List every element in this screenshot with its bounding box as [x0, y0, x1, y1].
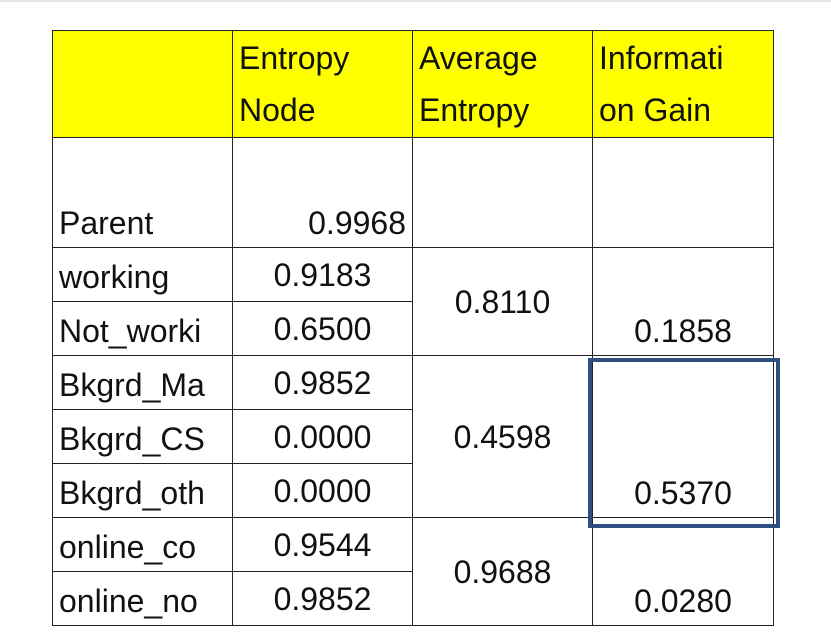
row: working 0.9183 0.8110 0.1858: [52, 247, 774, 356]
header-text: Entropy: [239, 40, 350, 76]
information-gain: 0.1858: [592, 247, 774, 356]
row-label: Bkgrd_oth: [52, 463, 233, 518]
row-label: online_co: [52, 517, 233, 572]
row-label: Parent: [52, 137, 233, 248]
entropy-node: 0.9968: [232, 137, 413, 248]
header-cell: Average Entropy: [412, 30, 593, 138]
entropy-node: 0.6500: [232, 301, 413, 356]
information-gain: 0.0280: [592, 517, 774, 626]
header-text: Node: [239, 92, 316, 128]
entropy-node: 0.9852: [232, 355, 413, 410]
row-label: Bkgrd_Ma: [52, 355, 233, 410]
average-entropy: 0.4598: [412, 355, 593, 518]
table-body: Entropy Node Average Entropy Informati on Gai…: [52, 30, 774, 626]
row-label: online_no: [52, 571, 233, 626]
row: online_co 0.9544 0.9688 0.0280: [52, 517, 774, 626]
header-text: Informati: [599, 40, 724, 76]
average-entropy: 0.9688: [412, 517, 593, 626]
entropy-node: 0.9544: [232, 517, 413, 572]
top-border: [0, 0, 831, 2]
row-label: Not_worki: [52, 301, 233, 356]
row: Parent 0.9968: [52, 137, 774, 248]
header-cell: Informati on Gain: [592, 30, 774, 138]
empty-cell: [412, 137, 593, 248]
row: Bkgrd_oth 0.0000: [52, 463, 774, 518]
row: Not_worki 0.6500: [52, 301, 774, 356]
entropy-node: 0.9183: [232, 247, 413, 302]
row: online_no 0.9852: [52, 571, 774, 626]
header-cell: Entropy Node: [232, 30, 413, 138]
entropy-table: Entropy Node Average Entropy Informati on Gai…: [52, 30, 774, 626]
row-label: working: [52, 247, 233, 302]
entropy-node: 0.9852: [232, 571, 413, 626]
row-label: Bkgrd_CS: [52, 409, 233, 464]
average-entropy: 0.8110: [412, 247, 593, 356]
header-text: Entropy: [419, 92, 530, 128]
entropy-node: 0.0000: [232, 463, 413, 518]
information-gain: 0.5370: [592, 355, 774, 518]
header-row: Entropy Node Average Entropy Informati on Gai…: [52, 30, 774, 138]
empty-cell: [592, 137, 774, 248]
entropy-node: 0.0000: [232, 409, 413, 464]
header-cell: [52, 30, 233, 138]
header-text: on Gain: [599, 92, 712, 128]
header-text: Average: [419, 40, 538, 76]
highlight-box: [588, 358, 780, 528]
